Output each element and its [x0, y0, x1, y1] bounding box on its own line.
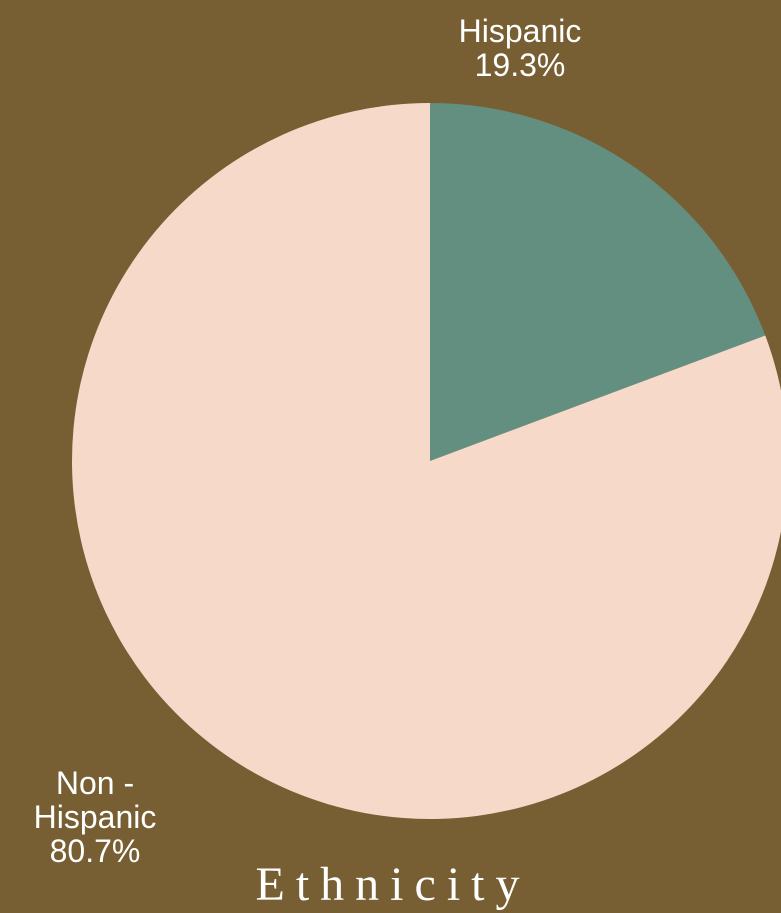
slice-label-hispanic: Hispanic 19.3% [459, 13, 582, 83]
pie-slices [72, 103, 781, 819]
slice-label-line: 80.7% [50, 833, 141, 869]
pie-slice-hispanic [430, 103, 766, 461]
pie-slice-non-hispanic [72, 103, 781, 819]
slice-label-line: Non - [56, 765, 134, 801]
slice-label-non-hispanic: Non -Hispanic 80.7% [34, 765, 157, 869]
slice-label-line: Hispanic [459, 13, 582, 49]
slice-labels: Hispanic 19.3%Non -Hispanic 80.7% [34, 13, 582, 869]
slice-label-line: 19.3% [475, 47, 566, 83]
slice-label-line: Hispanic [34, 799, 157, 835]
chart-title: Ethnicity [256, 858, 531, 911]
